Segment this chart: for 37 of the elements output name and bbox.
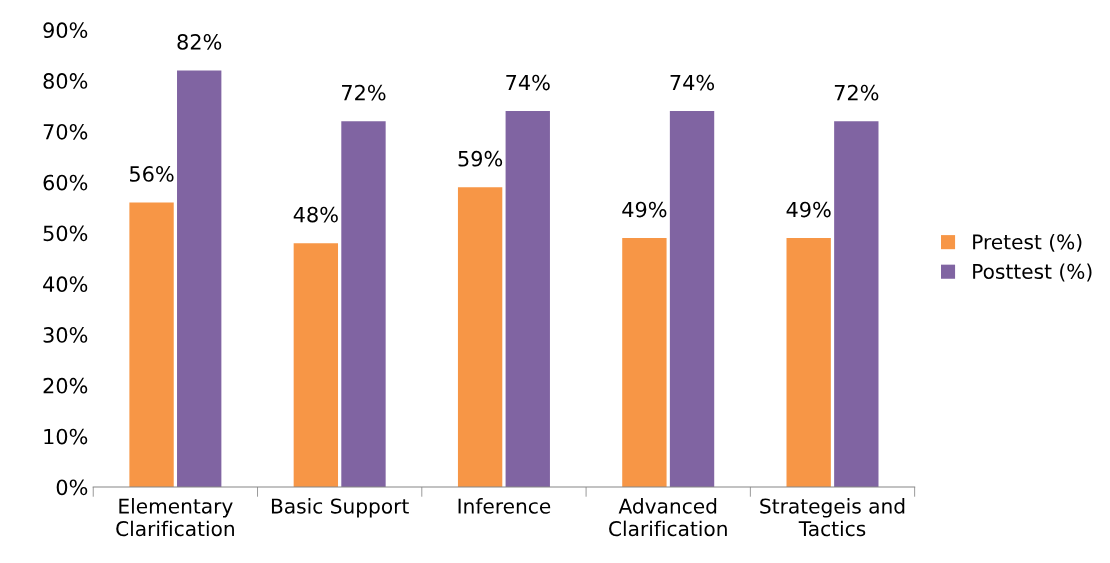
y-tick-label: 0% [56,479,88,496]
bar [457,187,503,487]
data-label: 49% [622,201,667,218]
data-label: 74% [670,74,715,91]
x-tick-label: Elementary Clarification [116,498,234,537]
bar [129,202,174,487]
y-tick-label: 30% [43,327,88,343]
bar [505,111,550,487]
data-label: 72% [342,84,386,101]
x-tick-label: Strategeis and Tactics [760,498,905,537]
x-tick-label: Inference [458,498,551,514]
bar [341,121,386,487]
x-tick-label: Basic Support [271,498,409,518]
y-tick-label: 70% [43,123,88,140]
data-label: 59% [458,150,503,167]
y-tick-label: 10% [44,428,88,445]
bar [177,70,222,487]
y-tick-label: 90% [43,22,88,39]
bar [786,238,831,487]
y-tick-label: 20% [43,377,88,394]
bar [834,121,879,487]
x-tick-label: Advanced Clarification [609,498,727,537]
legend-label: Pretest (%) [973,233,1082,252]
y-tick-label: 40% [43,276,88,293]
y-tick-label: 50% [43,225,88,242]
y-tick-label: 60% [43,174,88,191]
data-label: 56% [130,166,174,182]
data-label: 74% [506,74,550,91]
data-label: 72% [834,84,879,101]
bar [622,238,667,487]
bar [669,111,715,487]
legend-label: Posttest (%) [973,263,1092,282]
data-label: 49% [786,201,831,218]
bar [293,243,339,487]
data-label: 82% [177,34,222,50]
data-label: 48% [293,206,338,223]
y-tick-label: 80% [43,73,88,89]
